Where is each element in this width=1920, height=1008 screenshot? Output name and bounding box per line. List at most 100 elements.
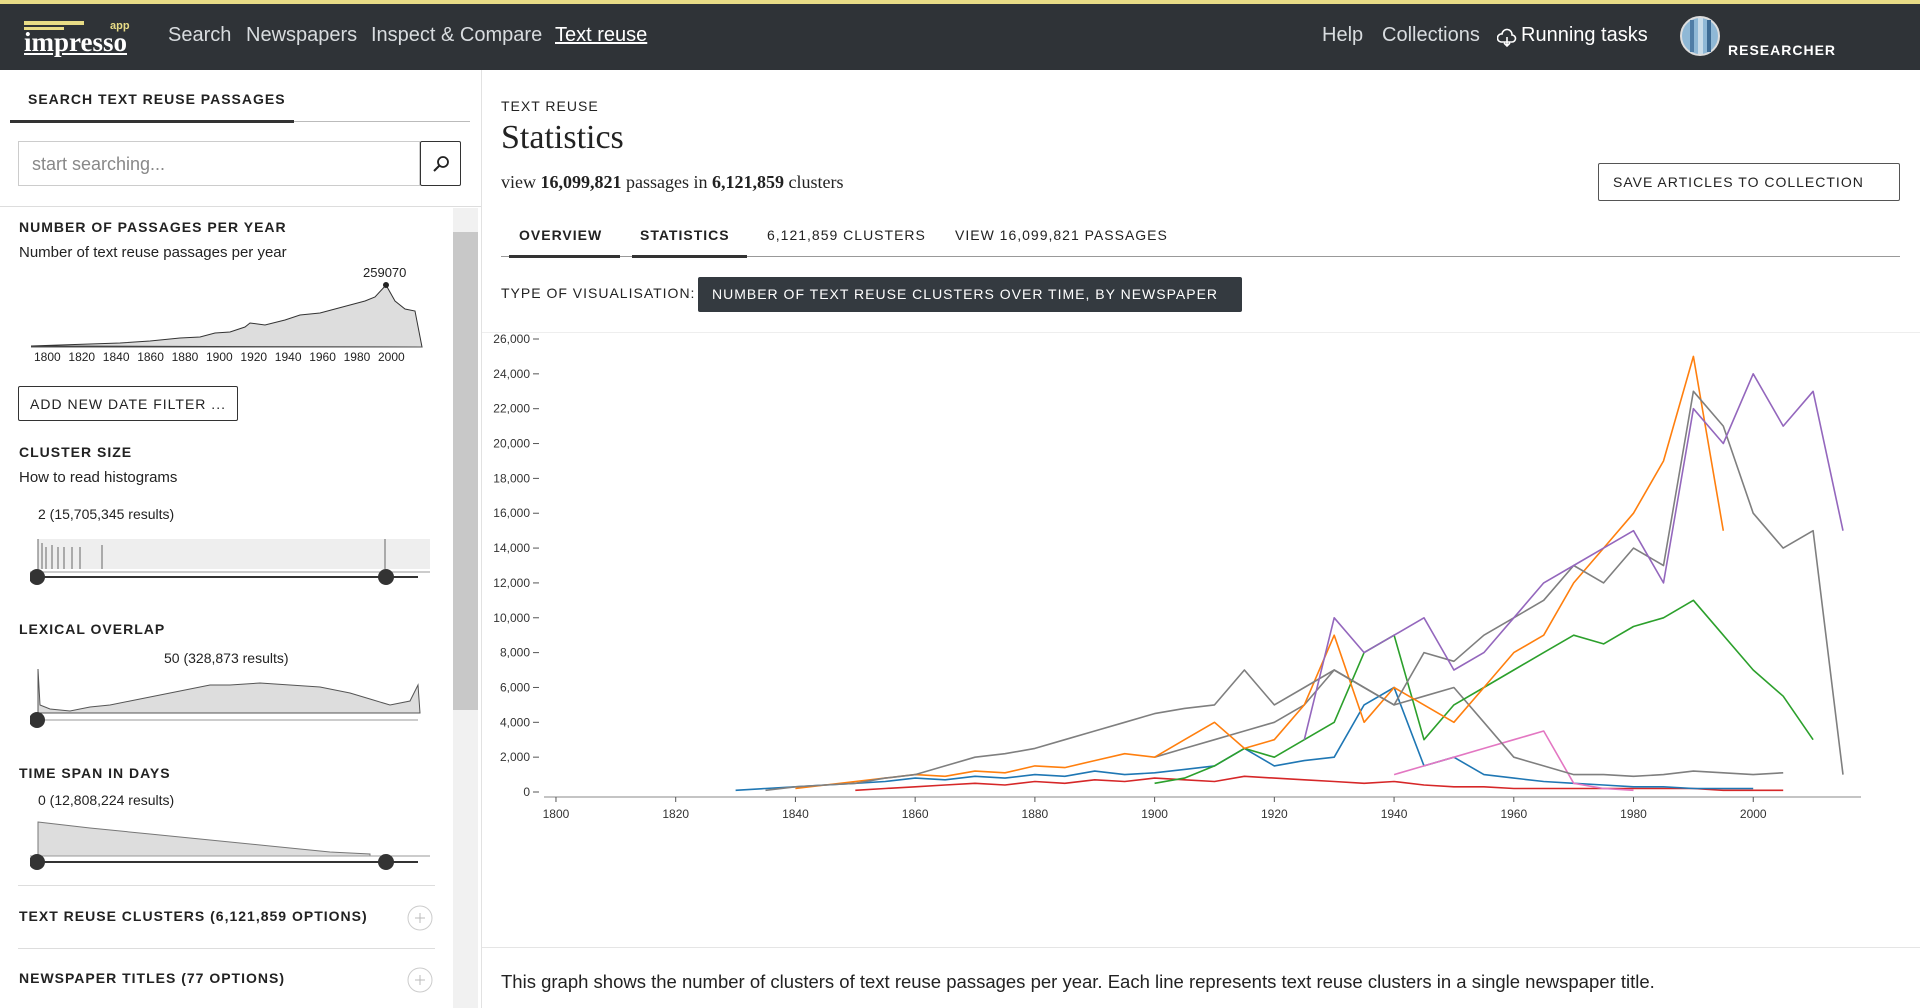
divider: [18, 948, 435, 949]
tab[interactable]: VIEW 16,099,821 PASSAGES: [955, 227, 1168, 243]
help-link[interactable]: Help: [1322, 24, 1364, 46]
x-tick-label: 1880: [1022, 807, 1049, 821]
section-title: LEXICAL OVERLAP: [19, 621, 166, 637]
search-input[interactable]: [18, 141, 420, 186]
tab[interactable]: STATISTICS: [640, 227, 730, 243]
y-tick-label: 14,000: [493, 541, 530, 555]
x-tick-label: 1820: [662, 807, 689, 821]
y-tick-label: 4,000: [500, 715, 530, 729]
facet-title[interactable]: TEXT REUSE CLUSTERS (6,121,859 OPTIONS): [19, 908, 368, 924]
sparkline-year: 1900: [206, 350, 233, 364]
summary-text: clusters: [783, 172, 844, 192]
y-tick-label: 12,000: [493, 576, 530, 590]
sparkline-year: 1940: [274, 350, 302, 364]
time-span-histogram: [30, 821, 430, 870]
section-subtitle: Number of text reuse passages per year: [19, 244, 287, 261]
y-tick-label: 2,000: [500, 750, 530, 764]
hover-label: 0 (12,808,224 results): [38, 792, 175, 808]
logo-decor: [24, 21, 84, 30]
y-tick-label: 20,000: [493, 437, 530, 451]
x-tick-label: 1900: [1141, 807, 1168, 821]
save-label: SAVE ARTICLES TO COLLECTION: [1613, 174, 1864, 190]
lexical-overlap-histogram: [30, 668, 421, 728]
section-title: NUMBER OF PASSAGES PER YEAR: [19, 219, 287, 235]
tab[interactable]: 6,121,859 CLUSTERS: [767, 227, 926, 243]
help-link[interactable]: How to read histograms: [19, 469, 178, 486]
y-tick-label: 8,000: [500, 646, 530, 660]
series-line: [1154, 669, 1784, 778]
divider: [482, 947, 1920, 948]
sparkline-year: 2000: [378, 350, 405, 364]
search-icon: [432, 155, 449, 172]
avatar[interactable]: [1680, 16, 1720, 56]
tab-underline: [10, 120, 294, 123]
tabs-rule: [501, 256, 1900, 257]
tab[interactable]: OVERVIEW: [519, 227, 603, 243]
nav-link[interactable]: Inspect & Compare: [371, 24, 543, 46]
y-tick-label: 6,000: [500, 680, 530, 694]
x-tick-label: 1840: [782, 807, 809, 821]
summary: view 16,099,821 passages in 6,121,859 cl…: [501, 172, 843, 193]
series-line: [1154, 599, 1814, 785]
section-title: TIME SPAN IN DAYS: [19, 765, 171, 781]
logo[interactable]: impresso: [24, 27, 128, 57]
nav-link-active[interactable]: Text reuse: [555, 24, 648, 46]
facet-title[interactable]: NEWSPAPER TITLES (77 OPTIONS): [19, 970, 285, 986]
cloud-icon: [1497, 28, 1517, 48]
sparkline-year: 1980: [343, 350, 371, 364]
expand-icon[interactable]: [406, 904, 434, 932]
sparkline-year: 1960: [309, 350, 336, 364]
divider: [482, 332, 1920, 333]
y-tick-label: 10,000: [493, 611, 530, 625]
vis-selected: NUMBER OF TEXT REUSE CLUSTERS OVER TIME,…: [712, 286, 1219, 302]
search-button[interactable]: [420, 141, 461, 186]
y-tick-label: 0: [523, 785, 530, 799]
divider: [18, 885, 435, 886]
sparkline-year: 1860: [137, 350, 164, 364]
x-tick-label: 2000: [1740, 807, 1767, 821]
x-tick-label: 1960: [1500, 807, 1527, 821]
cluster-count: 6,121,859: [711, 172, 784, 192]
line-chart: 0 2,000 4,000 6,000 8,000 10,000 12,000 14,000 1…: [493, 332, 1861, 821]
collections-link[interactable]: Collections: [1382, 24, 1480, 46]
nav-link[interactable]: Newspapers: [246, 24, 358, 46]
summary-text: passages in: [621, 172, 712, 192]
y-tick-label: 26,000: [493, 332, 530, 346]
tab-underline: [632, 255, 747, 258]
search-placeholder: start searching...: [32, 154, 166, 174]
running-tasks[interactable]: Running tasks: [1521, 24, 1648, 46]
save-button[interactable]: SAVE ARTICLES TO COLLECTION: [1598, 163, 1900, 201]
top-bar: [0, 0, 1920, 70]
nav-link[interactable]: Search: [168, 24, 232, 46]
series-line: [795, 355, 1725, 790]
y-tick-label: 18,000: [493, 471, 530, 485]
y-tick-label: 24,000: [493, 367, 530, 381]
x-tick-label: 1860: [902, 807, 929, 821]
sparkline-year: 1800: [34, 350, 61, 364]
scrollbar-thumb[interactable]: [453, 232, 478, 710]
sidebar: [0, 70, 482, 1008]
sidebar-tab[interactable]: SEARCH TEXT REUSE PASSAGES: [28, 91, 286, 107]
hover-label: 2 (15,705,345 results): [38, 506, 175, 522]
x-tick-label: 1980: [1620, 807, 1647, 821]
add-date-filter[interactable]: ADD NEW DATE FILTER ...: [18, 386, 238, 421]
series-line: [1303, 373, 1844, 740]
chart-caption: This graph shows the number of clusters …: [501, 971, 1655, 992]
vis-label: TYPE OF VISUALISATION:: [501, 285, 696, 301]
hover-label: 50 (328,873 results): [164, 650, 289, 666]
expand-icon[interactable]: [406, 966, 434, 994]
x-tick-label: 1800: [543, 807, 570, 821]
section-title: CLUSTER SIZE: [19, 444, 133, 460]
passage-count: 16,099,821: [540, 172, 622, 192]
sparkline-year: 1880: [171, 350, 199, 364]
summary-text: view: [501, 172, 541, 192]
tab-underline: [509, 255, 620, 258]
y-tick-label: 22,000: [493, 402, 530, 416]
sparkline-year: 1840: [102, 350, 130, 364]
peak-label: 259070: [363, 265, 407, 280]
sparkline-year: 1820: [68, 350, 96, 364]
vis-dropdown[interactable]: NUMBER OF TEXT REUSE CLUSTERS OVER TIME,…: [698, 277, 1242, 312]
series-line: [1393, 730, 1634, 792]
